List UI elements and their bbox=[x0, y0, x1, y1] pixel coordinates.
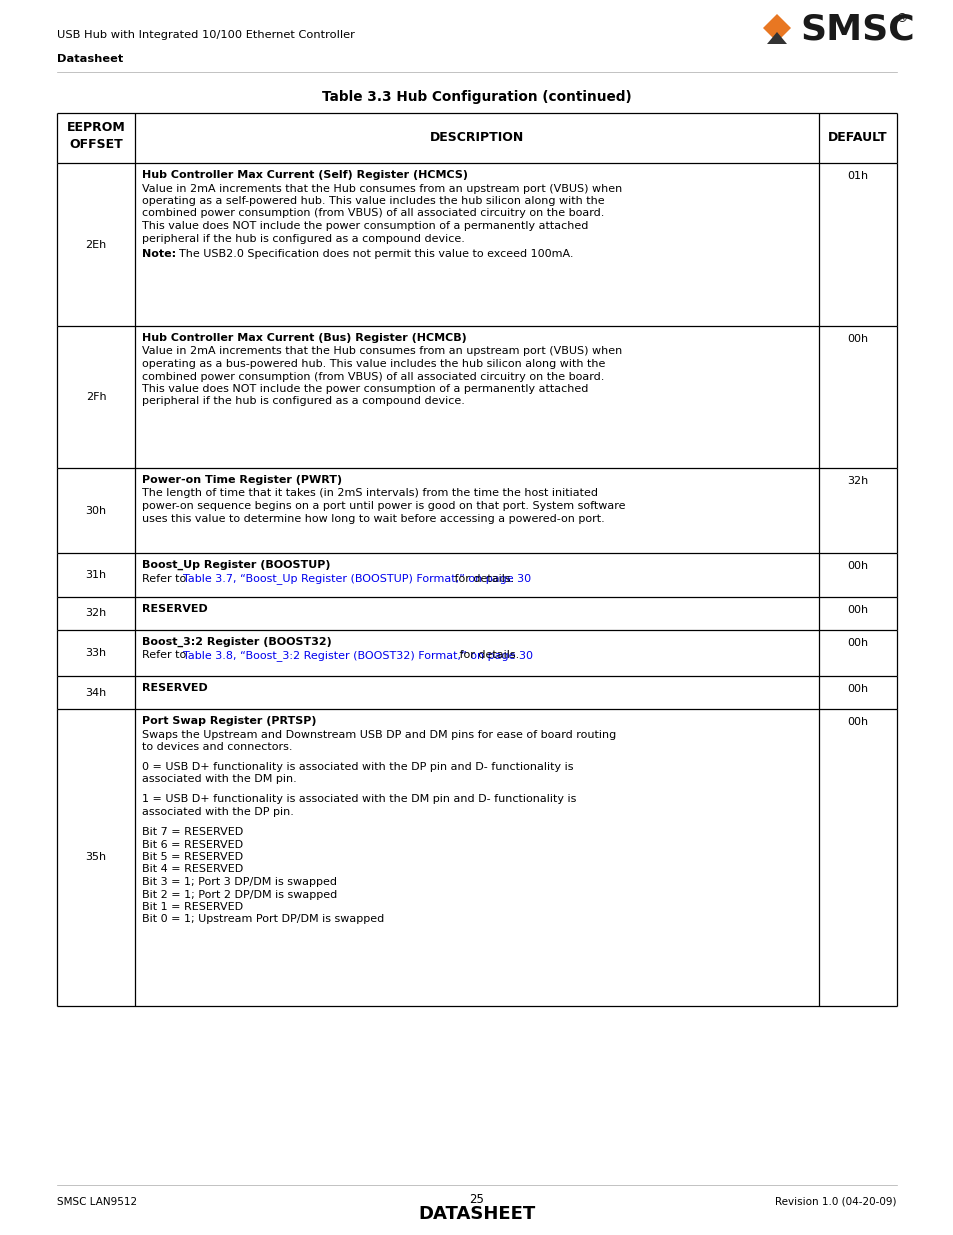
Text: 00h: 00h bbox=[846, 605, 867, 615]
Text: Refer to: Refer to bbox=[142, 651, 190, 661]
Text: for details.: for details. bbox=[451, 573, 514, 583]
Text: 1 = USB D+ functionality is associated with the DM pin and D- functionality is: 1 = USB D+ functionality is associated w… bbox=[142, 794, 576, 804]
Text: 30h: 30h bbox=[86, 505, 107, 515]
Text: 31h: 31h bbox=[86, 571, 107, 580]
Text: 25: 25 bbox=[469, 1193, 484, 1207]
Text: DESCRIPTION: DESCRIPTION bbox=[430, 131, 523, 144]
Polygon shape bbox=[766, 32, 786, 44]
Text: Boost_3:2 Register (BOOST32): Boost_3:2 Register (BOOST32) bbox=[142, 637, 332, 647]
Text: Port Swap Register (PRTSP): Port Swap Register (PRTSP) bbox=[142, 716, 316, 726]
Text: combined power consumption (from VBUS) of all associated circuitry on the board.: combined power consumption (from VBUS) o… bbox=[142, 209, 604, 219]
Text: RESERVED: RESERVED bbox=[142, 604, 208, 614]
Text: for details.: for details. bbox=[456, 651, 518, 661]
Text: Hub Controller Max Current (Self) Register (HCMCS): Hub Controller Max Current (Self) Regist… bbox=[142, 170, 468, 180]
Text: EEPROM
OFFSET: EEPROM OFFSET bbox=[67, 121, 125, 151]
Text: Bit 6 = RESERVED: Bit 6 = RESERVED bbox=[142, 840, 243, 850]
Text: SMSC LAN9512: SMSC LAN9512 bbox=[57, 1197, 137, 1207]
Text: Value in 2mA increments that the Hub consumes from an upstream port (VBUS) when: Value in 2mA increments that the Hub con… bbox=[142, 184, 621, 194]
Text: Note:: Note: bbox=[142, 249, 176, 259]
Text: 00h: 00h bbox=[846, 718, 867, 727]
Text: 0 = USB D+ functionality is associated with the DP pin and D- functionality is: 0 = USB D+ functionality is associated w… bbox=[142, 762, 573, 772]
Text: power-on sequence begins on a port until power is good on that port. System soft: power-on sequence begins on a port until… bbox=[142, 501, 625, 511]
Text: peripheral if the hub is configured as a compound device.: peripheral if the hub is configured as a… bbox=[142, 396, 464, 406]
Text: uses this value to determine how long to wait before accessing a powered-on port: uses this value to determine how long to… bbox=[142, 514, 604, 524]
Text: peripheral if the hub is configured as a compound device.: peripheral if the hub is configured as a… bbox=[142, 233, 464, 243]
Text: Table 3.8, “Boost_3:2 Register (BOOST32) Format,” on page 30: Table 3.8, “Boost_3:2 Register (BOOST32)… bbox=[183, 651, 533, 662]
Text: 2Fh: 2Fh bbox=[86, 391, 106, 403]
Text: Bit 1 = RESERVED: Bit 1 = RESERVED bbox=[142, 902, 243, 911]
Text: associated with the DM pin.: associated with the DM pin. bbox=[142, 774, 296, 784]
Text: 01h: 01h bbox=[846, 170, 867, 182]
Text: Datasheet: Datasheet bbox=[57, 54, 123, 64]
Text: Bit 7 = RESERVED: Bit 7 = RESERVED bbox=[142, 827, 243, 837]
Text: Bit 0 = 1; Upstream Port DP/DM is swapped: Bit 0 = 1; Upstream Port DP/DM is swappe… bbox=[142, 914, 384, 925]
Text: operating as a bus-powered hub. This value includes the hub silicon along with t: operating as a bus-powered hub. This val… bbox=[142, 359, 605, 369]
Text: Hub Controller Max Current (Bus) Register (HCMCB): Hub Controller Max Current (Bus) Registe… bbox=[142, 333, 466, 343]
Text: Bit 3 = 1; Port 3 DP/DM is swapped: Bit 3 = 1; Port 3 DP/DM is swapped bbox=[142, 877, 336, 887]
Text: to devices and connectors.: to devices and connectors. bbox=[142, 742, 293, 752]
Text: USB Hub with Integrated 10/100 Ethernet Controller: USB Hub with Integrated 10/100 Ethernet … bbox=[57, 30, 355, 40]
Text: 00h: 00h bbox=[846, 684, 867, 694]
Text: Bit 4 = RESERVED: Bit 4 = RESERVED bbox=[142, 864, 243, 874]
Text: Bit 2 = 1; Port 2 DP/DM is swapped: Bit 2 = 1; Port 2 DP/DM is swapped bbox=[142, 889, 337, 899]
Text: operating as a self-powered hub. This value includes the hub silicon along with : operating as a self-powered hub. This va… bbox=[142, 196, 604, 206]
Text: Table 3.3 Hub Configuration (continued): Table 3.3 Hub Configuration (continued) bbox=[322, 90, 631, 104]
Text: RESERVED: RESERVED bbox=[142, 683, 208, 693]
Text: 00h: 00h bbox=[846, 638, 867, 648]
Text: 32h: 32h bbox=[85, 609, 107, 619]
Text: Table 3.7, “Boost_Up Register (BOOSTUP) Format,” on page 30: Table 3.7, “Boost_Up Register (BOOSTUP) … bbox=[183, 573, 531, 584]
Polygon shape bbox=[762, 14, 790, 42]
Text: 00h: 00h bbox=[846, 561, 867, 571]
Text: The length of time that it takes (in 2mS intervals) from the time the host initi: The length of time that it takes (in 2mS… bbox=[142, 489, 598, 499]
Text: Revision 1.0 (04-20-09): Revision 1.0 (04-20-09) bbox=[775, 1197, 896, 1207]
Text: combined power consumption (from VBUS) of all associated circuitry on the board.: combined power consumption (from VBUS) o… bbox=[142, 372, 604, 382]
Text: Boost_Up Register (BOOSTUP): Boost_Up Register (BOOSTUP) bbox=[142, 559, 330, 571]
Text: 34h: 34h bbox=[85, 688, 107, 698]
Text: This value does NOT include the power consumption of a permanently attached: This value does NOT include the power co… bbox=[142, 384, 588, 394]
Text: SMSC: SMSC bbox=[800, 12, 914, 46]
Text: Power-on Time Register (PWRT): Power-on Time Register (PWRT) bbox=[142, 475, 342, 485]
Text: DATASHEET: DATASHEET bbox=[418, 1205, 535, 1223]
Text: Bit 5 = RESERVED: Bit 5 = RESERVED bbox=[142, 852, 243, 862]
Text: 2Eh: 2Eh bbox=[85, 240, 107, 249]
Text: Refer to: Refer to bbox=[142, 573, 190, 583]
Text: DEFAULT: DEFAULT bbox=[827, 131, 887, 144]
Text: 33h: 33h bbox=[86, 648, 107, 658]
Text: This value does NOT include the power consumption of a permanently attached: This value does NOT include the power co… bbox=[142, 221, 588, 231]
Text: associated with the DP pin.: associated with the DP pin. bbox=[142, 806, 294, 818]
Text: Swaps the Upstream and Downstream USB DP and DM pins for ease of board routing: Swaps the Upstream and Downstream USB DP… bbox=[142, 730, 616, 740]
Text: ®: ® bbox=[894, 12, 906, 25]
Text: The USB2.0 Specification does not permit this value to exceed 100mA.: The USB2.0 Specification does not permit… bbox=[165, 249, 573, 259]
Text: 35h: 35h bbox=[86, 852, 107, 862]
Text: 32h: 32h bbox=[846, 475, 868, 487]
Text: 00h: 00h bbox=[846, 333, 867, 345]
Text: Value in 2mA increments that the Hub consumes from an upstream port (VBUS) when: Value in 2mA increments that the Hub con… bbox=[142, 347, 621, 357]
